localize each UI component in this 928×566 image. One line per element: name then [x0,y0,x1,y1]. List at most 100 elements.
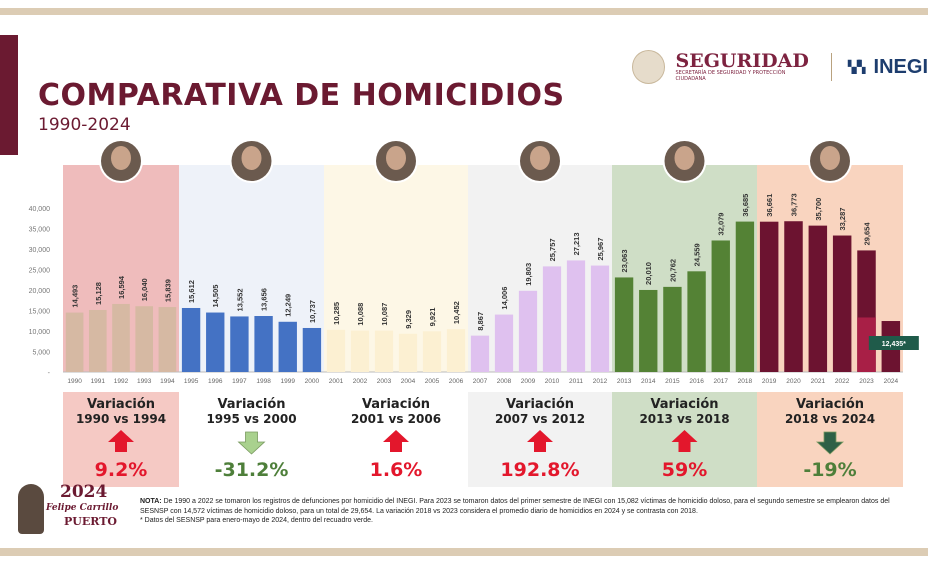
x-tick-label: 2024 [884,378,899,385]
data-label-2021: 35,700 [814,198,823,221]
logo-divider [830,53,832,81]
variation-range: 1990 vs 1994 [76,412,166,426]
portrait-icon [18,484,44,534]
bar-1997 [230,316,249,372]
x-tick-label: 2022 [835,378,850,385]
variation-range: 2007 vs 2012 [495,412,585,426]
x-tick-label: 2015 [665,378,680,385]
bar-1996 [206,312,225,372]
y-tick-label: 5,000 [32,350,50,357]
bar-2006 [446,329,466,372]
seguridad-logo-text: SEGURIDAD [675,50,809,72]
bar-2019 [759,221,779,372]
data-label-2002: 10,088 [356,303,365,326]
data-label-1998: 13,656 [260,288,269,311]
footer-logo-name2: PUERTO [64,515,117,528]
data-label-2010: 25,757 [548,238,557,261]
variation-value: -31.2% [215,459,289,481]
x-tick-label: 2017 [714,378,729,385]
variation-value: 59% [662,459,707,481]
page-title: COMPARATIVA DE HOMICIDIOS [38,78,565,113]
x-tick-label: 2008 [497,378,512,385]
data-label-1993: 16,040 [140,278,149,301]
variation-range: 1995 vs 2000 [206,412,296,426]
note-footnote: * Datos del SESNSP para enero-mayo de 20… [140,517,373,524]
bar-1990 [65,312,84,372]
bar-2021 [808,225,828,372]
period-panel [468,165,612,372]
title-accent-stripe [0,35,18,155]
x-tick-label: 2006 [449,378,464,385]
portrait-face [386,146,406,170]
variation-range: 2018 vs 2024 [785,412,875,426]
data-label-2016: 24,559 [693,243,702,266]
bar-2000 [302,327,322,372]
seguridad-logo-subtext: SECRETARÍA DE SEGURIDAD Y PROTECCIÓN CIU… [675,70,786,82]
bar-2017 [711,240,730,372]
variation-range: 2013 vs 2018 [639,412,729,426]
bar-2009 [518,290,538,372]
variation-value: 192.8% [500,459,579,481]
y-tick-label: 10,000 [29,329,51,336]
bar-2022 [832,235,852,372]
bar-2008 [494,314,514,372]
arrow-down-icon [815,431,845,455]
header-logos: SEGURIDAD SECRETARÍA DE SEGURIDAD Y PROT… [632,50,928,84]
x-tick-label: 2000 [305,378,320,385]
footer-logo-year: 2024 [60,482,108,502]
y-tick-label: 35,000 [29,227,51,234]
bar-2011 [566,260,586,372]
bar-1998 [254,316,273,372]
data-label-2013: 23,063 [620,249,629,272]
x-tick-label: 1999 [281,378,296,385]
data-label-2006: 10,452 [452,301,461,324]
variation-title: Variación [217,397,285,412]
callout-2024 [868,336,919,350]
x-tick-label: 2001 [329,378,344,385]
data-label-1999: 12,249 [284,294,293,317]
bar-2002 [350,330,370,372]
x-tick-label: 2019 [762,378,777,385]
bar-2016 [687,271,706,372]
data-label-2007: 8,867 [476,312,485,331]
data-label-1992: 16,594 [117,275,126,299]
bottom-band [0,548,928,556]
x-tick-label: 1998 [256,378,271,385]
bar-2014 [639,289,658,372]
portrait-face [241,146,262,170]
x-tick-label: 1993 [137,378,152,385]
variation-title: Variación [362,397,430,412]
bar-1994 [158,307,177,372]
arrow-up-icon [671,430,698,452]
x-tick-label: 2023 [859,378,874,385]
x-tick-label: 1992 [114,378,129,385]
x-tick-label: 1991 [91,378,106,385]
x-tick-label: 2012 [593,378,608,385]
data-label-2000: 10,737 [308,300,317,323]
data-label-1995: 15,612 [187,280,196,303]
x-tick-label: 2007 [473,378,488,385]
y-tick-label: 25,000 [29,268,51,275]
x-tick-label: 2009 [521,378,536,385]
bar-2018 [735,221,755,372]
portrait-face [820,146,840,170]
footer-logo-name: Felipe Carrillo [46,503,119,513]
variation-range: 2001 vs 2006 [351,412,441,426]
variation-value: 9.2% [95,459,148,481]
x-tick-label: 1997 [232,378,247,385]
data-label-1997: 13,552 [235,288,244,311]
x-tick-label: 2003 [377,378,392,385]
data-label-2012: 25,967 [596,238,605,261]
data-label-1990: 14,493 [71,285,80,308]
x-tick-label: 1996 [208,378,223,385]
arrow-up-icon [108,430,134,452]
variation-value: 1.6% [370,459,423,481]
x-tick-label: 2020 [786,378,801,385]
bar-2007 [470,335,490,372]
y-tick-label: 15,000 [29,309,51,316]
data-label-2018: 36,685 [741,194,750,217]
bar-2004 [398,333,418,372]
bar-1991 [88,309,107,372]
y-tick-label: - [48,370,51,377]
